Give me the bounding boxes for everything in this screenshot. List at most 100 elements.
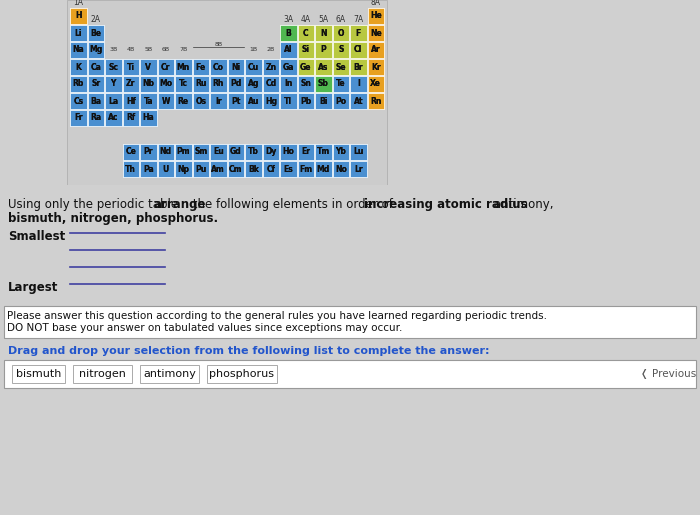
Bar	[12, 365, 65, 383]
FancyBboxPatch shape	[140, 59, 157, 75]
Text: Y: Y	[111, 79, 116, 89]
Text: bismuth, nitrogen, phosphorus.: bismuth, nitrogen, phosphorus.	[8, 212, 218, 225]
Text: In: In	[284, 79, 293, 89]
FancyBboxPatch shape	[280, 25, 297, 41]
Text: K: K	[76, 62, 81, 72]
FancyBboxPatch shape	[315, 42, 332, 58]
FancyBboxPatch shape	[122, 59, 139, 75]
Text: Br: Br	[354, 62, 363, 72]
FancyBboxPatch shape	[210, 76, 227, 92]
FancyBboxPatch shape	[228, 76, 244, 92]
FancyBboxPatch shape	[175, 76, 192, 92]
Text: Using only the periodic table: Using only the periodic table	[8, 198, 182, 211]
Text: U: U	[162, 164, 169, 174]
Text: Pm: Pm	[176, 147, 190, 157]
FancyBboxPatch shape	[105, 76, 122, 92]
FancyBboxPatch shape	[70, 76, 87, 92]
FancyBboxPatch shape	[210, 161, 227, 177]
Text: Zr: Zr	[126, 79, 135, 89]
Text: S: S	[338, 45, 344, 55]
Text: Cd: Cd	[265, 79, 276, 89]
FancyBboxPatch shape	[280, 42, 297, 58]
FancyBboxPatch shape	[175, 144, 192, 160]
Text: Rn: Rn	[370, 96, 382, 106]
Text: Re: Re	[178, 96, 189, 106]
Text: Cd: Cd	[265, 79, 276, 89]
FancyBboxPatch shape	[228, 161, 244, 177]
Text: H: H	[75, 11, 81, 21]
FancyBboxPatch shape	[262, 144, 279, 160]
FancyBboxPatch shape	[332, 161, 349, 177]
Text: Cr: Cr	[161, 62, 170, 72]
Text: Dy: Dy	[265, 147, 276, 157]
Text: Sm: Sm	[194, 147, 207, 157]
FancyBboxPatch shape	[298, 42, 314, 58]
Text: Ra: Ra	[90, 113, 101, 123]
Text: 2A: 2A	[91, 15, 101, 24]
Text: Zr: Zr	[126, 79, 135, 89]
Text: Am: Am	[211, 164, 225, 174]
Text: Sr: Sr	[91, 79, 100, 89]
FancyBboxPatch shape	[315, 93, 332, 109]
FancyBboxPatch shape	[122, 144, 139, 160]
FancyBboxPatch shape	[245, 59, 262, 75]
FancyBboxPatch shape	[332, 144, 349, 160]
FancyBboxPatch shape	[280, 76, 297, 92]
FancyBboxPatch shape	[315, 59, 332, 75]
Text: Tm: Tm	[316, 147, 330, 157]
Text: the following elements in order of: the following elements in order of	[189, 198, 397, 211]
Text: Sn: Sn	[300, 79, 312, 89]
Text: Mo: Mo	[159, 79, 172, 89]
Text: Tb: Tb	[248, 147, 259, 157]
FancyBboxPatch shape	[368, 59, 384, 75]
Text: Ir: Ir	[215, 96, 222, 106]
FancyBboxPatch shape	[368, 8, 384, 24]
Text: Ar: Ar	[371, 45, 381, 55]
Text: Xe: Xe	[370, 79, 382, 89]
FancyBboxPatch shape	[70, 93, 87, 109]
Text: Ar: Ar	[371, 45, 381, 55]
FancyBboxPatch shape	[315, 25, 332, 41]
FancyBboxPatch shape	[315, 161, 332, 177]
Text: 6A: 6A	[336, 15, 346, 24]
Text: Er: Er	[301, 147, 310, 157]
FancyBboxPatch shape	[245, 76, 262, 92]
FancyBboxPatch shape	[245, 144, 262, 160]
FancyBboxPatch shape	[315, 76, 332, 92]
FancyBboxPatch shape	[88, 110, 104, 126]
FancyBboxPatch shape	[280, 93, 297, 109]
Text: Pm: Pm	[176, 147, 190, 157]
FancyBboxPatch shape	[245, 144, 262, 160]
FancyBboxPatch shape	[245, 93, 262, 109]
Text: He: He	[370, 11, 382, 21]
FancyBboxPatch shape	[262, 59, 279, 75]
FancyBboxPatch shape	[315, 144, 332, 160]
Text: Po: Po	[335, 96, 346, 106]
FancyBboxPatch shape	[122, 110, 139, 126]
Text: Cs: Cs	[74, 96, 83, 106]
Text: Cm: Cm	[229, 164, 242, 174]
Text: Au: Au	[248, 96, 259, 106]
FancyBboxPatch shape	[350, 59, 367, 75]
Text: Np: Np	[177, 164, 189, 174]
Text: Md: Md	[316, 164, 330, 174]
Text: Br: Br	[354, 62, 363, 72]
FancyBboxPatch shape	[122, 76, 139, 92]
FancyBboxPatch shape	[122, 93, 139, 109]
FancyBboxPatch shape	[140, 161, 157, 177]
Text: Kr: Kr	[371, 62, 381, 72]
FancyBboxPatch shape	[122, 93, 139, 109]
Text: Ti: Ti	[127, 62, 134, 72]
Text: I: I	[357, 79, 360, 89]
FancyBboxPatch shape	[105, 110, 122, 126]
Text: Sc: Sc	[108, 62, 118, 72]
Text: Pt: Pt	[231, 96, 240, 106]
FancyBboxPatch shape	[158, 161, 174, 177]
Text: Ge: Ge	[300, 62, 312, 72]
FancyBboxPatch shape	[122, 144, 139, 160]
FancyBboxPatch shape	[262, 76, 279, 92]
Text: Es: Es	[284, 164, 293, 174]
Text: Rb: Rb	[73, 79, 84, 89]
Text: Xe: Xe	[370, 79, 382, 89]
FancyBboxPatch shape	[368, 25, 384, 41]
